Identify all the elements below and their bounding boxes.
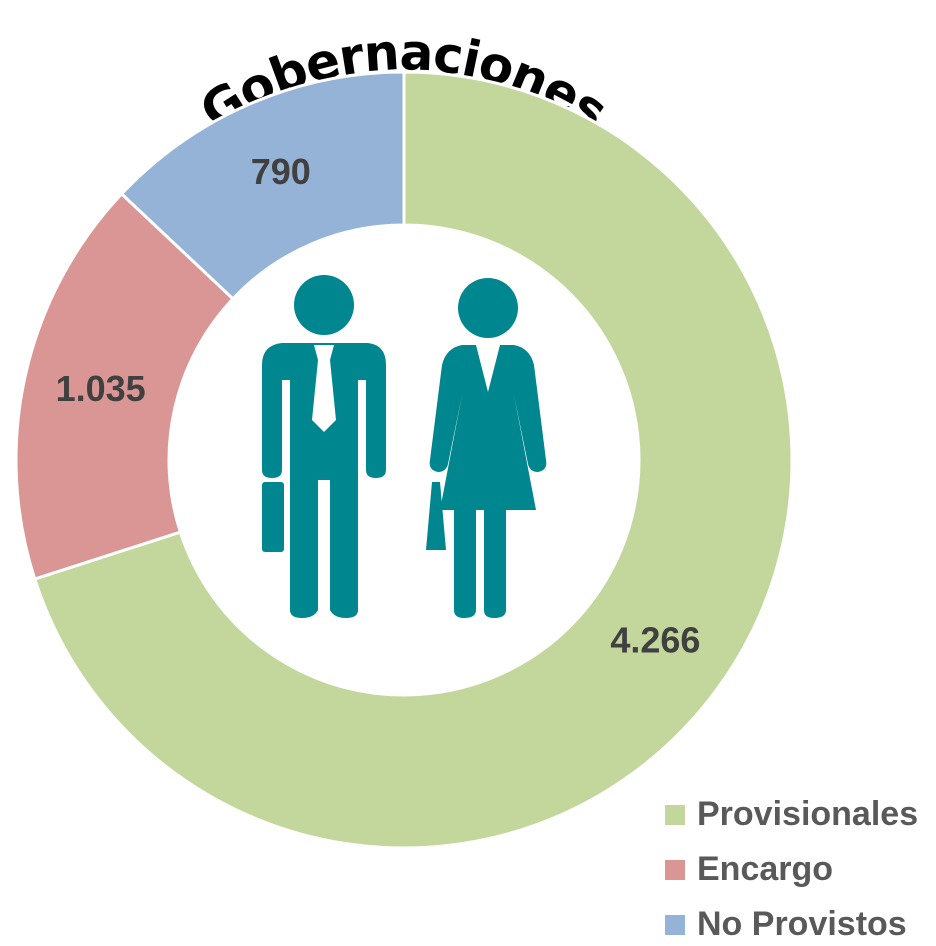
donut-segment [14,191,236,581]
legend-label: Provisionales [697,795,918,833]
data-label: 4.266 [610,620,700,661]
donut-segment [32,70,794,850]
legend-swatch [665,915,685,935]
donut [14,70,794,850]
data-label: 790 [251,151,311,192]
data-label: 1.035 [56,368,146,409]
legend-swatch [665,805,685,825]
legend-swatch [665,860,685,880]
people-icon [262,275,547,618]
donut-segment [119,70,406,301]
legend-label: Encargo [697,850,833,888]
legend-label: No Provistos [697,905,907,943]
